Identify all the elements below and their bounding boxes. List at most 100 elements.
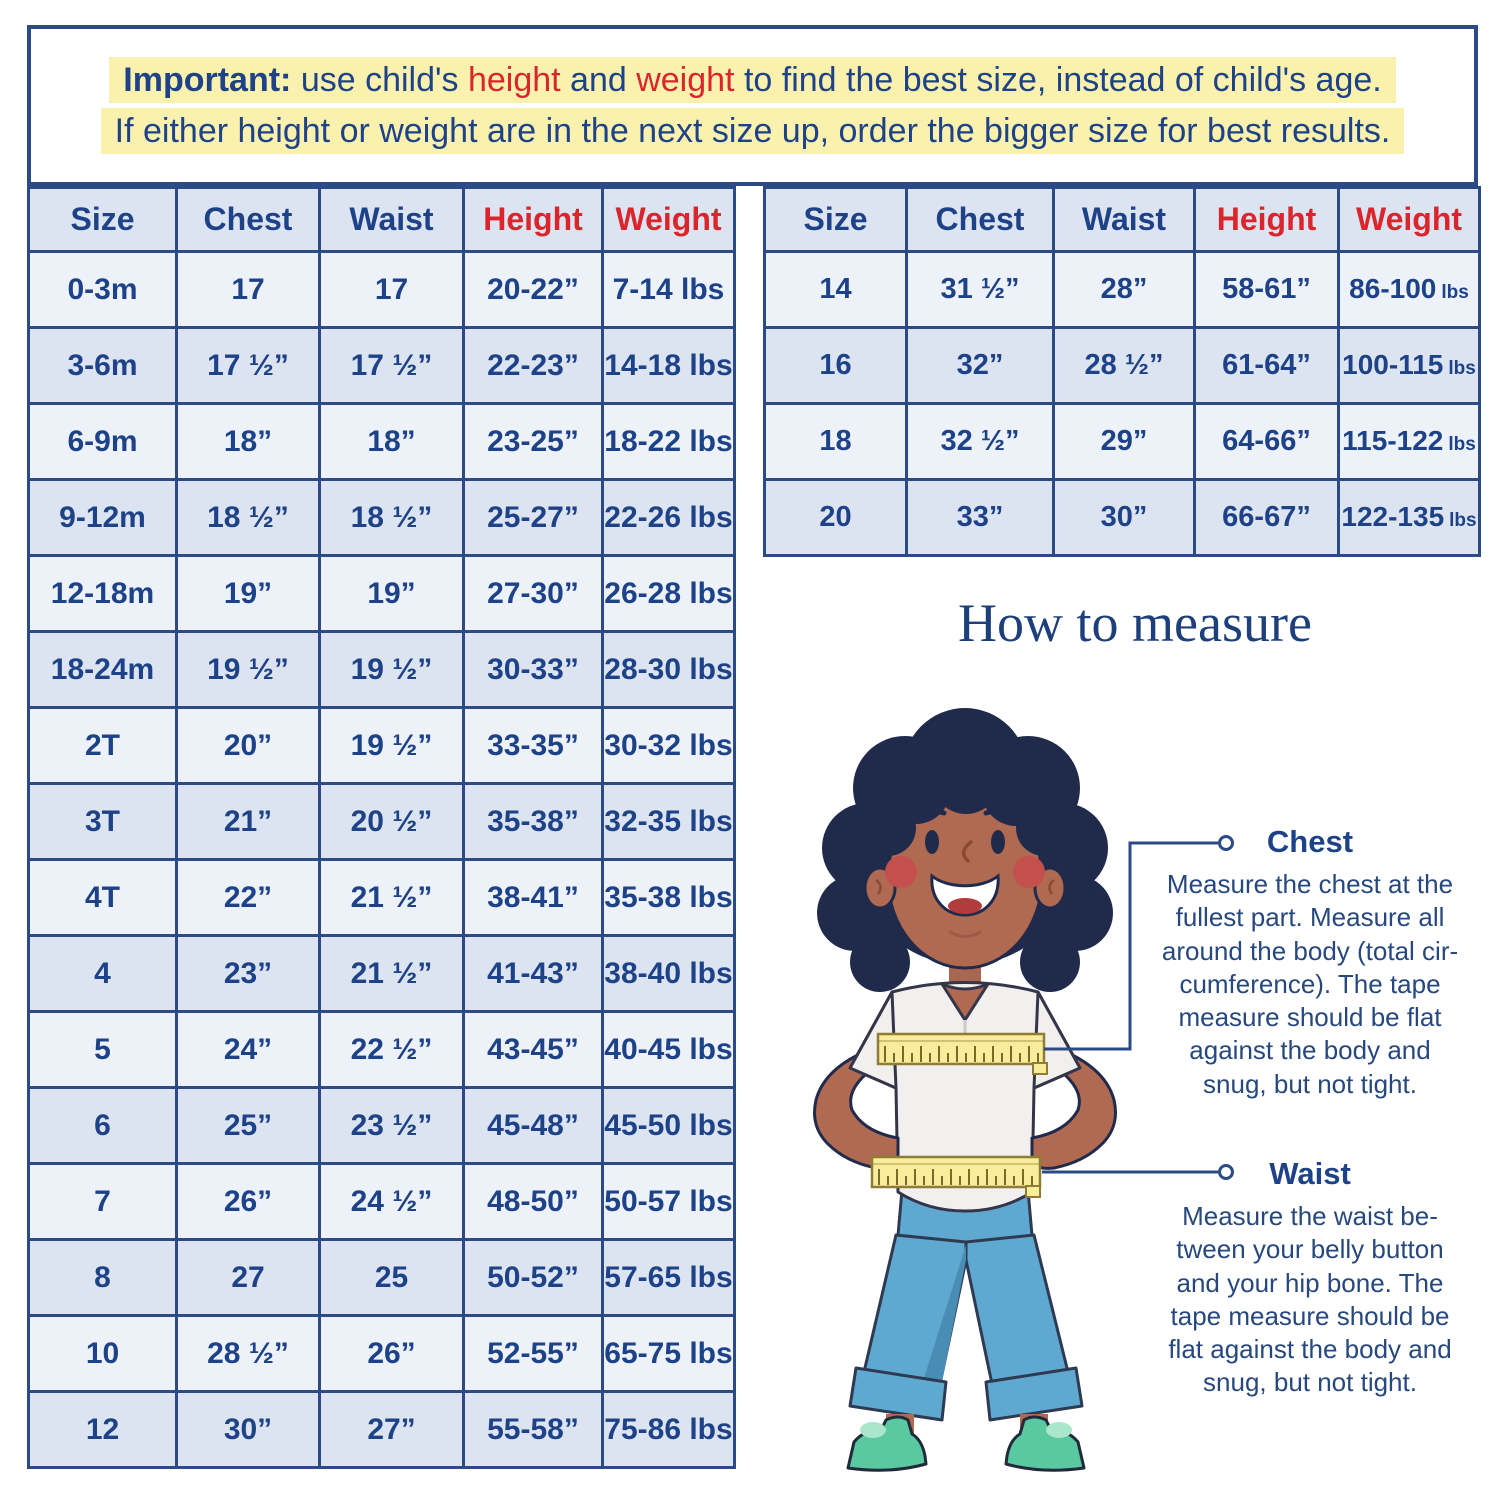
waist-heading: Waist <box>1269 1156 1351 1191</box>
waist-cell: 17 ½” <box>318 326 465 405</box>
notice-highlight-2: If either height or weight are in the ne… <box>100 107 1405 154</box>
size-table-big-kids: Size Chest Waist Height Weight 14 31 ½” … <box>763 186 1481 557</box>
chest-cell: 17 ½” <box>175 326 321 405</box>
chest-cell: 26” <box>175 1162 321 1241</box>
waist-cell: 23 ½” <box>318 1086 465 1165</box>
size-cell: 12 <box>27 1390 178 1469</box>
height-cell: 58-61” <box>1193 250 1340 329</box>
size-table-baby-kids: Size Chest Waist Height Weight 0-3m 17 1… <box>27 186 736 1469</box>
weight-cell: 122-135 lbs <box>1337 478 1481 557</box>
chest-cell: 20” <box>175 706 321 785</box>
table-row: 14 31 ½” 28” 58-61” 86-100 lbs <box>763 250 1481 329</box>
v-neck <box>940 982 990 1022</box>
table-row: 20 33” 30” 66-67” 122-135 lbs <box>763 478 1481 557</box>
height-cell: 38-41” <box>462 858 604 937</box>
waist-cell: 21 ½” <box>318 934 465 1013</box>
shoes <box>846 1415 1086 1472</box>
table-header-row: Size Chest Waist Height Weight <box>27 186 736 253</box>
height-cell: 55-58” <box>462 1390 604 1469</box>
waist-cell: 28” <box>1052 250 1196 329</box>
height-cell: 25-27” <box>462 478 604 557</box>
right-eye <box>991 830 1005 854</box>
weight-cell: 45-50 lbs <box>601 1086 736 1165</box>
waist-cell: 17 <box>318 250 465 329</box>
waist-cell: 19 ½” <box>318 630 465 709</box>
weight-value: 86-100 <box>1349 273 1437 304</box>
chest-cell: 32 ½” <box>905 402 1055 481</box>
size-cell: 16 <box>763 326 908 405</box>
chest-cell: 21” <box>175 782 321 861</box>
header-waist: Waist <box>318 186 465 253</box>
header-height: Height <box>462 186 604 253</box>
table-row: 10 28 ½” 26” 52-55” 65-75 lbs <box>27 1314 736 1393</box>
size-cell: 3T <box>27 782 178 861</box>
weight-cell: 30-32 lbs <box>601 706 736 785</box>
waist-cell: 28 ½” <box>1052 326 1196 405</box>
table-row: 9-12m 18 ½” 18 ½” 25-27” 22-26 lbs <box>27 478 736 557</box>
height-cell: 22-23” <box>462 326 604 405</box>
weight-cell: 100-115 lbs <box>1337 326 1481 405</box>
table-row: 6-9m 18” 18” 23-25” 18-22 lbs <box>27 402 736 481</box>
size-cell: 4T <box>27 858 178 937</box>
header-size: Size <box>27 186 178 253</box>
size-cell: 5 <box>27 1010 178 1089</box>
important-label: Important: <box>123 60 292 99</box>
waist-cell: 24 ½” <box>318 1162 465 1241</box>
table-row: 3T 21” 20 ½” 35-38” 32-35 lbs <box>27 782 736 861</box>
chest-connector-dot <box>1218 835 1234 851</box>
weight-cell: 50-57 lbs <box>601 1162 736 1241</box>
header-height: Height <box>1193 186 1340 253</box>
height-cell: 23-25” <box>462 402 604 481</box>
left-cheek <box>885 856 917 888</box>
size-cell: 4 <box>27 934 178 1013</box>
table-row: 3-6m 17 ½” 17 ½” 22-23” 14-18 lbs <box>27 326 736 405</box>
chin-line <box>948 930 982 938</box>
chest-cell: 30” <box>175 1390 321 1469</box>
weight-cell: 28-30 lbs <box>601 630 736 709</box>
weight-cell: 7-14 lbs <box>601 250 736 329</box>
weight-cell: 22-26 lbs <box>601 478 736 557</box>
table-row: 18 32 ½” 29” 64-66” 115-122 lbs <box>763 402 1481 481</box>
chest-cell: 22” <box>175 858 321 937</box>
height-cell: 41-43” <box>462 934 604 1013</box>
header-waist: Waist <box>1052 186 1196 253</box>
waist-cell: 20 ½” <box>318 782 465 861</box>
waist-cell: 19 ½” <box>318 706 465 785</box>
height-cell: 50-52” <box>462 1238 604 1317</box>
height-cell: 35-38” <box>462 782 604 861</box>
height-cell: 27-30” <box>462 554 604 633</box>
right-cheek <box>1013 856 1045 888</box>
weight-unit: lbs <box>1448 434 1476 455</box>
weight-cell: 57-65 lbs <box>601 1238 736 1317</box>
weight-value: 115-122 <box>1342 425 1444 456</box>
weight-unit: lbs <box>1441 282 1469 303</box>
header-size: Size <box>763 186 908 253</box>
height-cell: 20-22” <box>462 250 604 329</box>
chest-tape <box>876 1032 1048 1075</box>
weight-cell: 14-18 lbs <box>601 326 736 405</box>
waist-cell: 18 ½” <box>318 478 465 557</box>
table-row: 4T 22” 21 ½” 38-41” 35-38 lbs <box>27 858 736 937</box>
waist-cell: 21 ½” <box>318 858 465 937</box>
notice-text-b: to find the best size, instead of child'… <box>734 60 1382 99</box>
weight-value: 122-135 <box>1341 501 1445 532</box>
waist-cell: 30” <box>1052 478 1196 557</box>
table-row: 4 23” 21 ½” 41-43” 38-40 lbs <box>27 934 736 1013</box>
size-cell: 7 <box>27 1162 178 1241</box>
chest-instructions: Measure the chest at the fullest part. M… <box>1161 869 1459 1099</box>
tongue <box>948 898 982 914</box>
notice-highlight-1: Important: use child's height and weight… <box>109 56 1396 103</box>
weight-cell: 38-40 lbs <box>601 934 736 1013</box>
height-word: height <box>467 60 561 99</box>
left-eye <box>925 830 939 854</box>
table-row: 16 32” 28 ½” 61-64” 100-115 lbs <box>763 326 1481 405</box>
header-chest: Chest <box>175 186 321 253</box>
pants <box>848 1188 1084 1422</box>
height-cell: 45-48” <box>462 1086 604 1165</box>
height-cell: 61-64” <box>1193 326 1340 405</box>
height-cell: 33-35” <box>462 706 604 785</box>
size-cell: 14 <box>763 250 908 329</box>
chest-cell: 33” <box>905 478 1055 557</box>
chest-cell: 27 <box>175 1238 321 1317</box>
how-to-measure-title: How to measure <box>958 593 1312 653</box>
